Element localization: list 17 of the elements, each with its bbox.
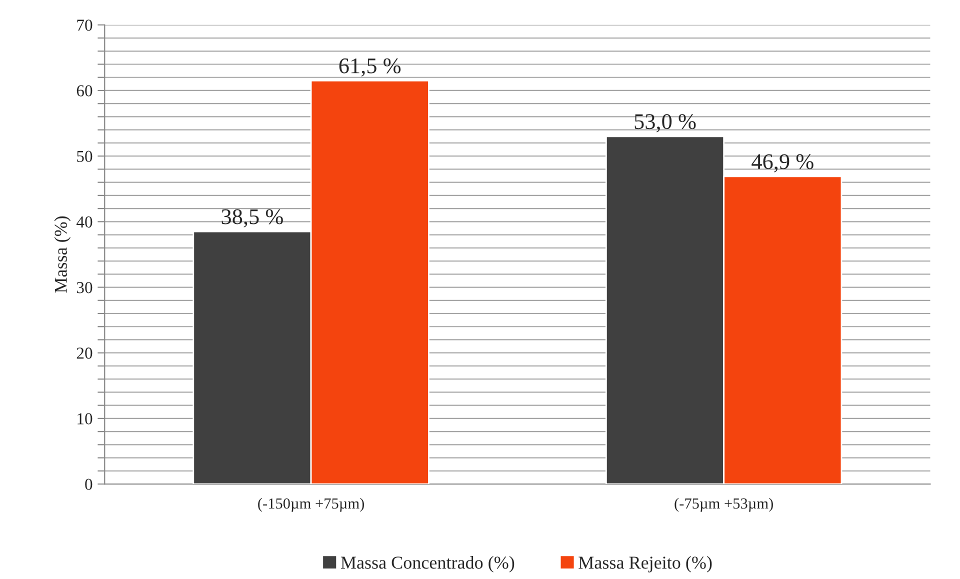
y-tick-label: 70 <box>77 20 92 31</box>
data-label: 53,0 % <box>634 114 696 132</box>
y-tick-label: 40 <box>76 216 92 228</box>
y-tick-label: 30 <box>76 282 92 294</box>
x-tick-label: (-150µm +75µm) <box>258 498 364 512</box>
y-tick-label: 20 <box>76 348 92 359</box>
data-label: 61,5 % <box>339 58 401 77</box>
data-label: 38,5 % <box>222 209 283 228</box>
y-tick-label: 60 <box>76 85 92 96</box>
y-tick-label: 50 <box>77 150 92 162</box>
legend-label: Massa Concentrado (%) <box>340 556 514 572</box>
x-tick-label: (-75µm +53µm) <box>674 498 773 512</box>
data-label: 46,9 % <box>752 154 814 172</box>
y-axis-title: Massa (%) <box>54 216 71 293</box>
y-tick-label: 0 <box>85 478 92 490</box>
y-tick-label: 10 <box>78 413 92 424</box>
legend-label: Massa Rejeito (%) <box>578 556 712 572</box>
